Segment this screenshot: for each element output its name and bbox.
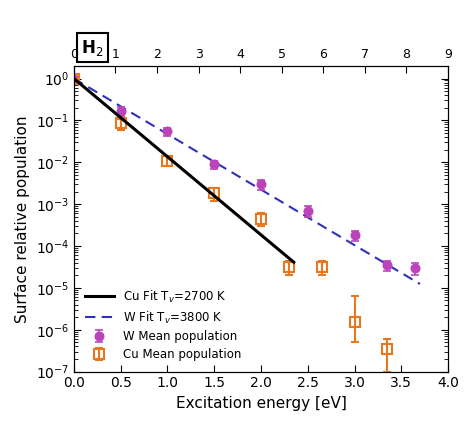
Cu Fit T$_v$=2700 K: [84, 87, 90, 92]
Cu Fit T$_v$=2700 K: [71, 76, 77, 81]
Cu Fit T$_v$=2700 K: [291, 259, 297, 265]
Cu Fit T$_v$=2700 K: [80, 83, 86, 89]
W Fit T$_v$=3800 K: [417, 282, 423, 287]
Cu Fit T$_v$=2700 K: [272, 244, 278, 249]
X-axis label: Excitation energy [eV]: Excitation energy [eV]: [175, 396, 346, 411]
W Fit T$_v$=3800 K: [71, 76, 77, 81]
W Fit T$_v$=3800 K: [363, 249, 368, 254]
Cu Fit T$_v$=2700 K: [129, 125, 135, 130]
W Fit T$_v$=3800 K: [277, 199, 283, 204]
Line: W Fit T$_v$=3800 K: W Fit T$_v$=3800 K: [74, 78, 420, 284]
W Fit T$_v$=3800 K: [283, 202, 289, 207]
Cu Fit T$_v$=2700 K: [112, 110, 118, 115]
W Fit T$_v$=3800 K: [72, 77, 78, 82]
W Fit T$_v$=3800 K: [276, 198, 282, 203]
Line: Cu Fit T$_v$=2700 K: Cu Fit T$_v$=2700 K: [74, 78, 294, 262]
Y-axis label: Surface relative population: Surface relative population: [15, 115, 30, 322]
W Fit T$_v$=3800 K: [385, 262, 391, 267]
Legend: Cu Fit T$_v$=2700 K, W Fit T$_v$=3800 K, W Mean population, Cu Mean population: Cu Fit T$_v$=2700 K, W Fit T$_v$=3800 K,…: [80, 284, 246, 366]
Text: H$_2$: H$_2$: [82, 37, 104, 58]
Cu Fit T$_v$=2700 K: [280, 250, 285, 256]
